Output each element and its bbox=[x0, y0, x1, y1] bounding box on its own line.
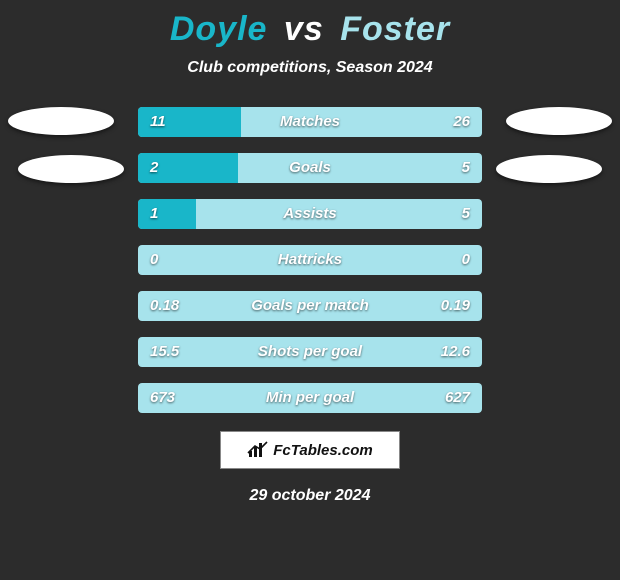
stat-label: Hattricks bbox=[138, 245, 482, 275]
stat-row: 1Assists5 bbox=[138, 199, 482, 229]
stat-right-value: 5 bbox=[462, 153, 470, 183]
stat-label: Assists bbox=[138, 199, 482, 229]
stat-row: 2Goals5 bbox=[138, 153, 482, 183]
stat-row: 11Matches26 bbox=[138, 107, 482, 137]
player1-name: Doyle bbox=[170, 10, 268, 48]
subtitle: Club competitions, Season 2024 bbox=[0, 59, 620, 77]
stat-right-value: 12.6 bbox=[441, 337, 470, 367]
vs-text: vs bbox=[284, 10, 324, 48]
stat-row: 15.5Shots per goal12.6 bbox=[138, 337, 482, 367]
stat-right-value: 26 bbox=[453, 107, 470, 137]
stat-label: Goals per match bbox=[138, 291, 482, 321]
stat-row: 673Min per goal627 bbox=[138, 383, 482, 413]
player1-avatar-bottom bbox=[18, 155, 124, 183]
logo-text: FcTables.com bbox=[273, 442, 372, 459]
stat-right-value: 0 bbox=[462, 245, 470, 275]
content-area: 11Matches26 2Goals5 1Assists5 0Hattricks0 0.… bbox=[0, 107, 620, 505]
player1-avatar-top bbox=[8, 107, 114, 135]
stat-row: 0Hattricks0 bbox=[138, 245, 482, 275]
snapshot-date: 29 october 2024 bbox=[10, 487, 610, 505]
stat-right-value: 627 bbox=[445, 383, 470, 413]
chart-bars-icon bbox=[247, 441, 269, 459]
fctables-logo[interactable]: FcTables.com bbox=[220, 431, 400, 469]
stat-label: Min per goal bbox=[138, 383, 482, 413]
stat-right-value: 5 bbox=[462, 199, 470, 229]
stat-label: Goals bbox=[138, 153, 482, 183]
stat-row: 0.18Goals per match0.19 bbox=[138, 291, 482, 321]
player2-name: Foster bbox=[340, 10, 450, 48]
player2-avatar-top bbox=[506, 107, 612, 135]
stat-bars: 11Matches26 2Goals5 1Assists5 0Hattricks0 0.… bbox=[138, 107, 482, 413]
stat-label: Matches bbox=[138, 107, 482, 137]
player2-avatar-bottom bbox=[496, 155, 602, 183]
stat-label: Shots per goal bbox=[138, 337, 482, 367]
comparison-title: Doyle vs Foster bbox=[0, 0, 620, 49]
stat-right-value: 0.19 bbox=[441, 291, 470, 321]
